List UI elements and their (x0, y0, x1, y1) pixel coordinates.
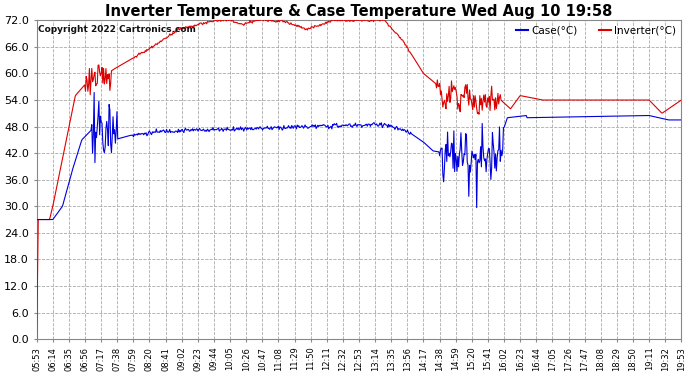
Title: Inverter Temperature & Case Temperature Wed Aug 10 19:58: Inverter Temperature & Case Temperature … (106, 4, 613, 19)
Legend: Case(°C), Inverter(°C): Case(°C), Inverter(°C) (516, 26, 676, 36)
Text: Copyright 2022 Cartronics.com: Copyright 2022 Cartronics.com (38, 25, 196, 34)
